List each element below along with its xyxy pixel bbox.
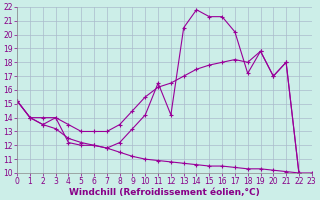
X-axis label: Windchill (Refroidissement éolien,°C): Windchill (Refroidissement éolien,°C) [69,188,260,197]
